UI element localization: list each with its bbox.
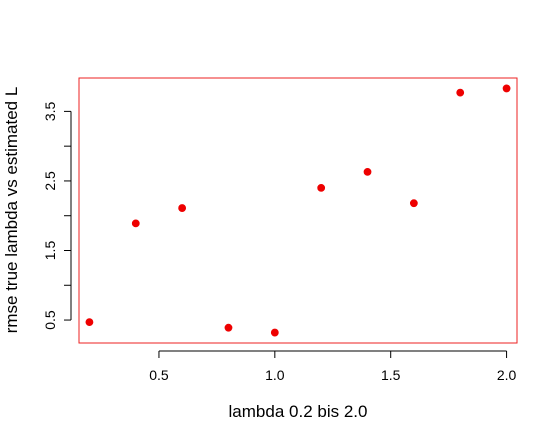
y-tick-label: 2.5 (42, 171, 58, 191)
data-point (85, 318, 94, 327)
data-point (270, 328, 279, 337)
x-axis: 0.5 1.0 1.5 2.0 (149, 350, 517, 383)
data-point (456, 88, 465, 97)
data-point (502, 84, 511, 93)
y-axis-title: rmse true lambda vs estimated L (2, 87, 21, 334)
data-point (317, 183, 326, 192)
y-tick-label: 3.5 (42, 101, 58, 121)
data-point (409, 199, 418, 208)
plot-box (78, 77, 518, 344)
x-tick-label: 1.5 (381, 367, 401, 383)
data-point (363, 167, 372, 176)
data-point (131, 219, 140, 228)
x-tick-label: 1.0 (265, 367, 285, 383)
x-tick-label: 0.5 (149, 367, 169, 383)
x-axis-title: lambda 0.2 bis 2.0 (229, 402, 368, 421)
data-points (85, 84, 511, 337)
data-point (178, 204, 187, 212)
y-axis: 0.5 1.5 2.5 3.5 (42, 101, 72, 330)
data-point (224, 323, 233, 332)
y-tick-label: 1.5 (42, 241, 58, 261)
x-tick-label: 2.0 (497, 367, 517, 383)
y-tick-label: 0.5 (42, 310, 58, 330)
